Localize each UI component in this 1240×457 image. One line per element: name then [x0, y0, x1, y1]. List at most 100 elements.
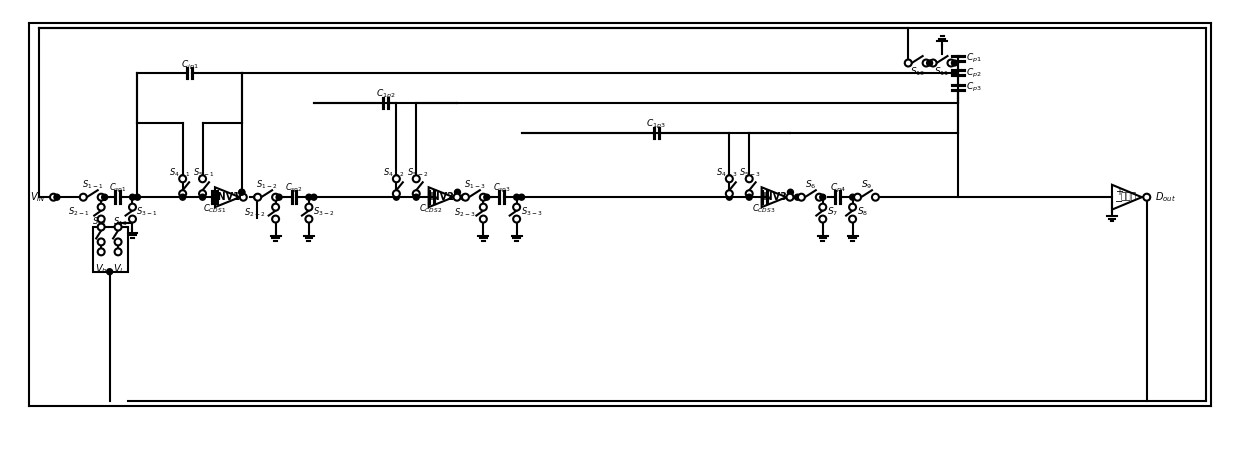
Circle shape [923, 59, 930, 66]
Text: $C_{sp3}$: $C_{sp3}$ [492, 182, 511, 195]
Text: $D_{out}$: $D_{out}$ [1154, 190, 1176, 204]
Circle shape [480, 216, 487, 223]
Text: $S_{3-1}$: $S_{3-1}$ [136, 206, 157, 218]
Text: −: − [1115, 197, 1123, 207]
Circle shape [305, 216, 312, 223]
Circle shape [55, 194, 60, 200]
Text: 比较器: 比较器 [1121, 193, 1137, 202]
Circle shape [513, 194, 520, 200]
Text: $V_l$: $V_l$ [113, 262, 123, 276]
Text: $C_{sp1}$: $C_{sp1}$ [109, 182, 126, 195]
Circle shape [306, 194, 312, 200]
Text: INV2: INV2 [428, 192, 454, 202]
Text: $S_{1-1}$: $S_{1-1}$ [82, 178, 103, 191]
Circle shape [947, 59, 955, 66]
Text: $V_h$: $V_h$ [95, 262, 108, 276]
Text: $S_{12}$: $S_{12}$ [92, 216, 107, 228]
Circle shape [311, 194, 317, 200]
Text: INV1: INV1 [215, 192, 241, 202]
Circle shape [849, 194, 856, 200]
Text: $S_{5-2}$: $S_{5-2}$ [407, 166, 428, 179]
Circle shape [1143, 194, 1151, 201]
Circle shape [849, 204, 856, 211]
Circle shape [129, 204, 136, 211]
Circle shape [746, 194, 753, 200]
Text: $C_{CDS1}$: $C_{CDS1}$ [203, 203, 226, 215]
Circle shape [272, 216, 279, 223]
Circle shape [114, 223, 122, 230]
Circle shape [180, 194, 186, 200]
Text: $S_{3-2}$: $S_{3-2}$ [312, 206, 335, 218]
Circle shape [745, 175, 753, 182]
Circle shape [129, 216, 136, 223]
Circle shape [393, 175, 399, 182]
Circle shape [484, 194, 490, 200]
Circle shape [239, 189, 244, 195]
Circle shape [79, 194, 87, 201]
Circle shape [272, 194, 279, 201]
Circle shape [200, 194, 206, 200]
Circle shape [413, 175, 419, 182]
Circle shape [129, 194, 135, 200]
Text: $C_{p2}$: $C_{p2}$ [966, 66, 982, 80]
Circle shape [180, 190, 186, 197]
Text: $C_{p3}$: $C_{p3}$ [966, 81, 982, 95]
Circle shape [114, 248, 122, 255]
Circle shape [455, 189, 460, 195]
Text: $S_{4-1}$: $S_{4-1}$ [169, 166, 191, 179]
Circle shape [239, 194, 247, 201]
Circle shape [820, 194, 826, 200]
Circle shape [254, 194, 259, 200]
Circle shape [200, 175, 206, 182]
Circle shape [930, 59, 936, 66]
Circle shape [239, 189, 244, 195]
Text: $C_{p1}$: $C_{p1}$ [966, 52, 982, 64]
Circle shape [513, 204, 520, 211]
Bar [93, 227, 128, 272]
Text: $S_{1-2}$: $S_{1-2}$ [255, 178, 278, 191]
Circle shape [463, 194, 469, 201]
Circle shape [786, 194, 794, 201]
Circle shape [98, 248, 104, 255]
Text: $C_{CDS3}$: $C_{CDS3}$ [753, 203, 776, 215]
Circle shape [518, 194, 525, 200]
Text: $S_9$: $S_9$ [861, 178, 872, 191]
Circle shape [795, 194, 800, 200]
Circle shape [816, 194, 823, 201]
Circle shape [745, 190, 753, 197]
Circle shape [393, 194, 399, 200]
Text: $V_{IN}$: $V_{IN}$ [30, 190, 46, 204]
Text: $C_{sp2}$: $C_{sp2}$ [285, 182, 303, 195]
Circle shape [98, 204, 104, 211]
Text: $S_{11}$: $S_{11}$ [935, 66, 950, 78]
Circle shape [134, 194, 140, 200]
Text: $S_{4-2}$: $S_{4-2}$ [383, 166, 404, 179]
Circle shape [102, 194, 108, 200]
Text: $S_7$: $S_7$ [827, 206, 838, 218]
Text: $S_{13}$: $S_{13}$ [113, 216, 128, 228]
Text: +: + [1115, 187, 1123, 197]
Circle shape [797, 194, 805, 201]
Circle shape [727, 194, 733, 200]
Circle shape [413, 194, 419, 200]
Circle shape [254, 194, 262, 201]
Circle shape [200, 190, 206, 197]
Text: $S_{5-3}$: $S_{5-3}$ [739, 166, 761, 179]
Circle shape [849, 216, 856, 223]
Text: $S_{10}$: $S_{10}$ [909, 66, 925, 78]
Circle shape [98, 239, 104, 245]
Circle shape [272, 204, 279, 211]
Text: $S_{4-3}$: $S_{4-3}$ [715, 166, 737, 179]
Circle shape [951, 60, 957, 66]
Circle shape [725, 175, 733, 182]
Circle shape [480, 204, 487, 211]
Circle shape [454, 194, 460, 201]
Circle shape [461, 194, 467, 200]
Circle shape [413, 190, 419, 197]
Circle shape [854, 194, 861, 201]
Text: $S_{2-2}$: $S_{2-2}$ [244, 207, 265, 219]
Text: $S_{2-3}$: $S_{2-3}$ [454, 207, 475, 219]
Circle shape [305, 204, 312, 211]
Text: $C_{p4}$: $C_{p4}$ [830, 182, 846, 195]
Circle shape [277, 194, 281, 200]
